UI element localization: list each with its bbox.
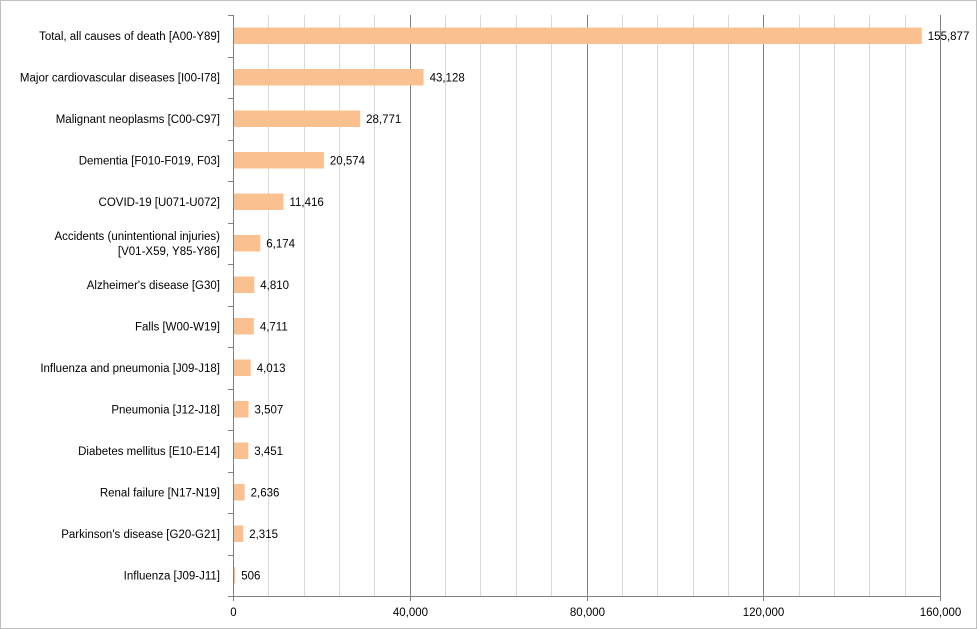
category-label: [V01-X59, Y85-Y86] (118, 246, 220, 258)
axes (228, 15, 941, 601)
bar (233, 484, 245, 501)
category-label: Total, all causes of death [A00-Y89] (39, 31, 220, 43)
data-label: 4,810 (260, 280, 289, 292)
data-label: 155,877 (928, 31, 970, 43)
bar (233, 442, 249, 459)
bar (233, 318, 254, 335)
category-label: Pneumonia [J12-J18] (111, 404, 220, 416)
bar (233, 401, 249, 418)
data-label: 11,416 (289, 197, 323, 209)
data-label: 506 (241, 570, 260, 582)
data-label: 2,636 (251, 487, 280, 499)
bar (233, 152, 324, 169)
category-label: Accidents (unintentional injuries) (54, 231, 220, 243)
bar (233, 69, 424, 86)
bar (233, 276, 255, 293)
data-labels: 155,877 43,128 28,771 20,574 11,416 6,174 4,81… (241, 31, 969, 583)
bar (233, 567, 236, 584)
x-tick-labels: 0 40,000 80,000 120,000 160,000 (230, 607, 961, 619)
bar (233, 110, 361, 127)
bar (233, 359, 251, 376)
bar (233, 235, 261, 252)
category-label: Renal failure [N17-N19] (100, 487, 220, 499)
category-label: Diabetes mellitus [E10-E14] (78, 446, 220, 458)
data-label: 28,771 (366, 114, 401, 126)
data-label: 4,711 (260, 321, 288, 333)
category-label: Falls [W00-W19] (135, 321, 220, 333)
category-label: Parkinson's disease [G20-G21] (61, 529, 220, 541)
data-label: 3,507 (254, 404, 283, 416)
category-label: Major cardiovascular diseases [I00-I78] (20, 72, 220, 84)
category-label: COVID-19 [U071-U072] (99, 197, 220, 209)
data-label: 6,174 (266, 238, 295, 250)
data-label: 20,574 (330, 155, 366, 167)
category-labels: Total, all causes of death [A00-Y89] Majo… (20, 31, 220, 583)
x-tick-label: 80,000 (570, 607, 605, 619)
data-label: 3,451 (254, 446, 283, 458)
x-tick-label: 160,000 (920, 607, 962, 619)
data-label: 43,128 (430, 72, 465, 84)
x-tick-label: 0 (230, 607, 236, 619)
bar (233, 27, 922, 44)
gridlines (268, 15, 941, 596)
x-tick-label: 40,000 (393, 607, 428, 619)
category-label: Dementia [F010-F019, F03] (79, 155, 220, 167)
bar (233, 193, 284, 210)
x-tick-label: 120,000 (743, 607, 785, 619)
category-label: Alzheimer's disease [G30] (87, 280, 220, 292)
bars (233, 27, 922, 584)
category-label: Malignant neoplasms [C00-C97] (56, 114, 220, 126)
category-label: Influenza [J09-J11] (124, 570, 220, 582)
category-label: Influenza and pneumonia [J09-J18] (40, 363, 220, 375)
data-label: 2,315 (249, 529, 278, 541)
bar (233, 525, 244, 542)
data-label: 4,013 (257, 363, 286, 375)
